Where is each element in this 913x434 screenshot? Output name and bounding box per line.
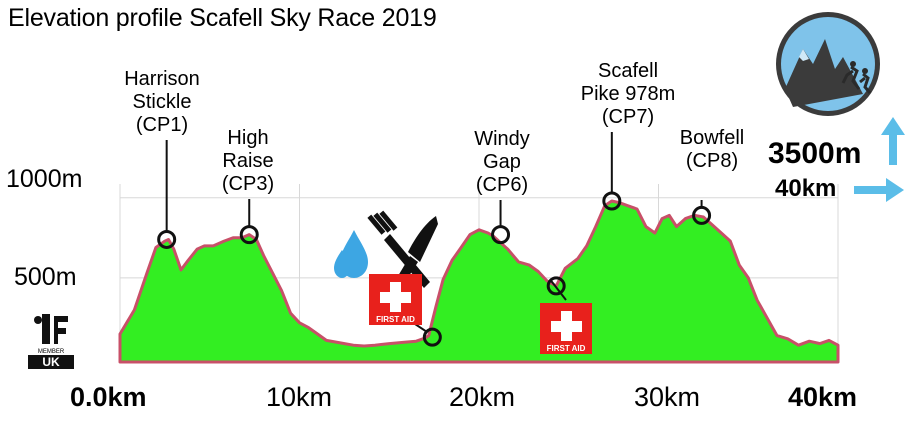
member-badge-bottom: UK [28, 355, 74, 369]
elevation-gain-stat: 3500m [768, 137, 862, 170]
member-badge-top: MEMBER [37, 349, 65, 355]
first-aid-icon: FIRST AID [540, 303, 592, 354]
checkpoint-marker [692, 205, 712, 225]
runner-silhouette-icon [34, 314, 68, 344]
x-tick-label-10: 10km [266, 382, 333, 412]
checkpoint-marker [491, 225, 511, 245]
first-aid-leader-line [550, 280, 567, 301]
checkpoint-label-cp6: Windy Gap (CP6) [474, 128, 530, 196]
distance-stat: 40km [775, 175, 837, 202]
checkpoint-label-cp1: Harrison Stickle (CP1) [124, 68, 200, 136]
checkpoint-marker [157, 229, 177, 249]
checkpoint-marker [546, 276, 566, 296]
x-tick-label-30: 30km [634, 382, 701, 412]
checkpoint-label-cp8: Bowfell (CP8) [679, 127, 745, 172]
x-tick-label-20: 20km [449, 382, 516, 412]
page-title: Elevation profile Scafell Sky Race 2019 [8, 4, 437, 32]
itra-member-uk-badge: MEMBER UK [28, 310, 74, 369]
mountain-runner-logo [776, 12, 880, 116]
y-tick-label-1000: 1000m [6, 165, 83, 193]
right-arrow-icon [854, 178, 904, 202]
first-aid-label: FIRST AID [546, 344, 586, 353]
water-drops-and-cutlery-icon [334, 210, 438, 290]
checkpoint-marker [602, 191, 622, 211]
checkpoint-marker [239, 225, 259, 245]
y-tick-label-500: 500m [14, 263, 77, 291]
checkpoint-markers [157, 132, 712, 347]
first-aid-label: FIRST AID [376, 315, 415, 324]
checkpoint-label-cp3: High Raise (CP3) [221, 127, 275, 195]
up-arrow-icon [881, 117, 905, 165]
first-aid-icon: FIRST AID [369, 274, 422, 325]
x-tick-label-0: 0.0km [70, 382, 147, 412]
elevation-area [118, 199, 840, 364]
x-tick-label-40: 40km [788, 382, 858, 412]
checkpoint-label-cp7: Scafell Pike 978m (CP7) [580, 60, 676, 128]
checkpoint-marker [422, 327, 442, 347]
